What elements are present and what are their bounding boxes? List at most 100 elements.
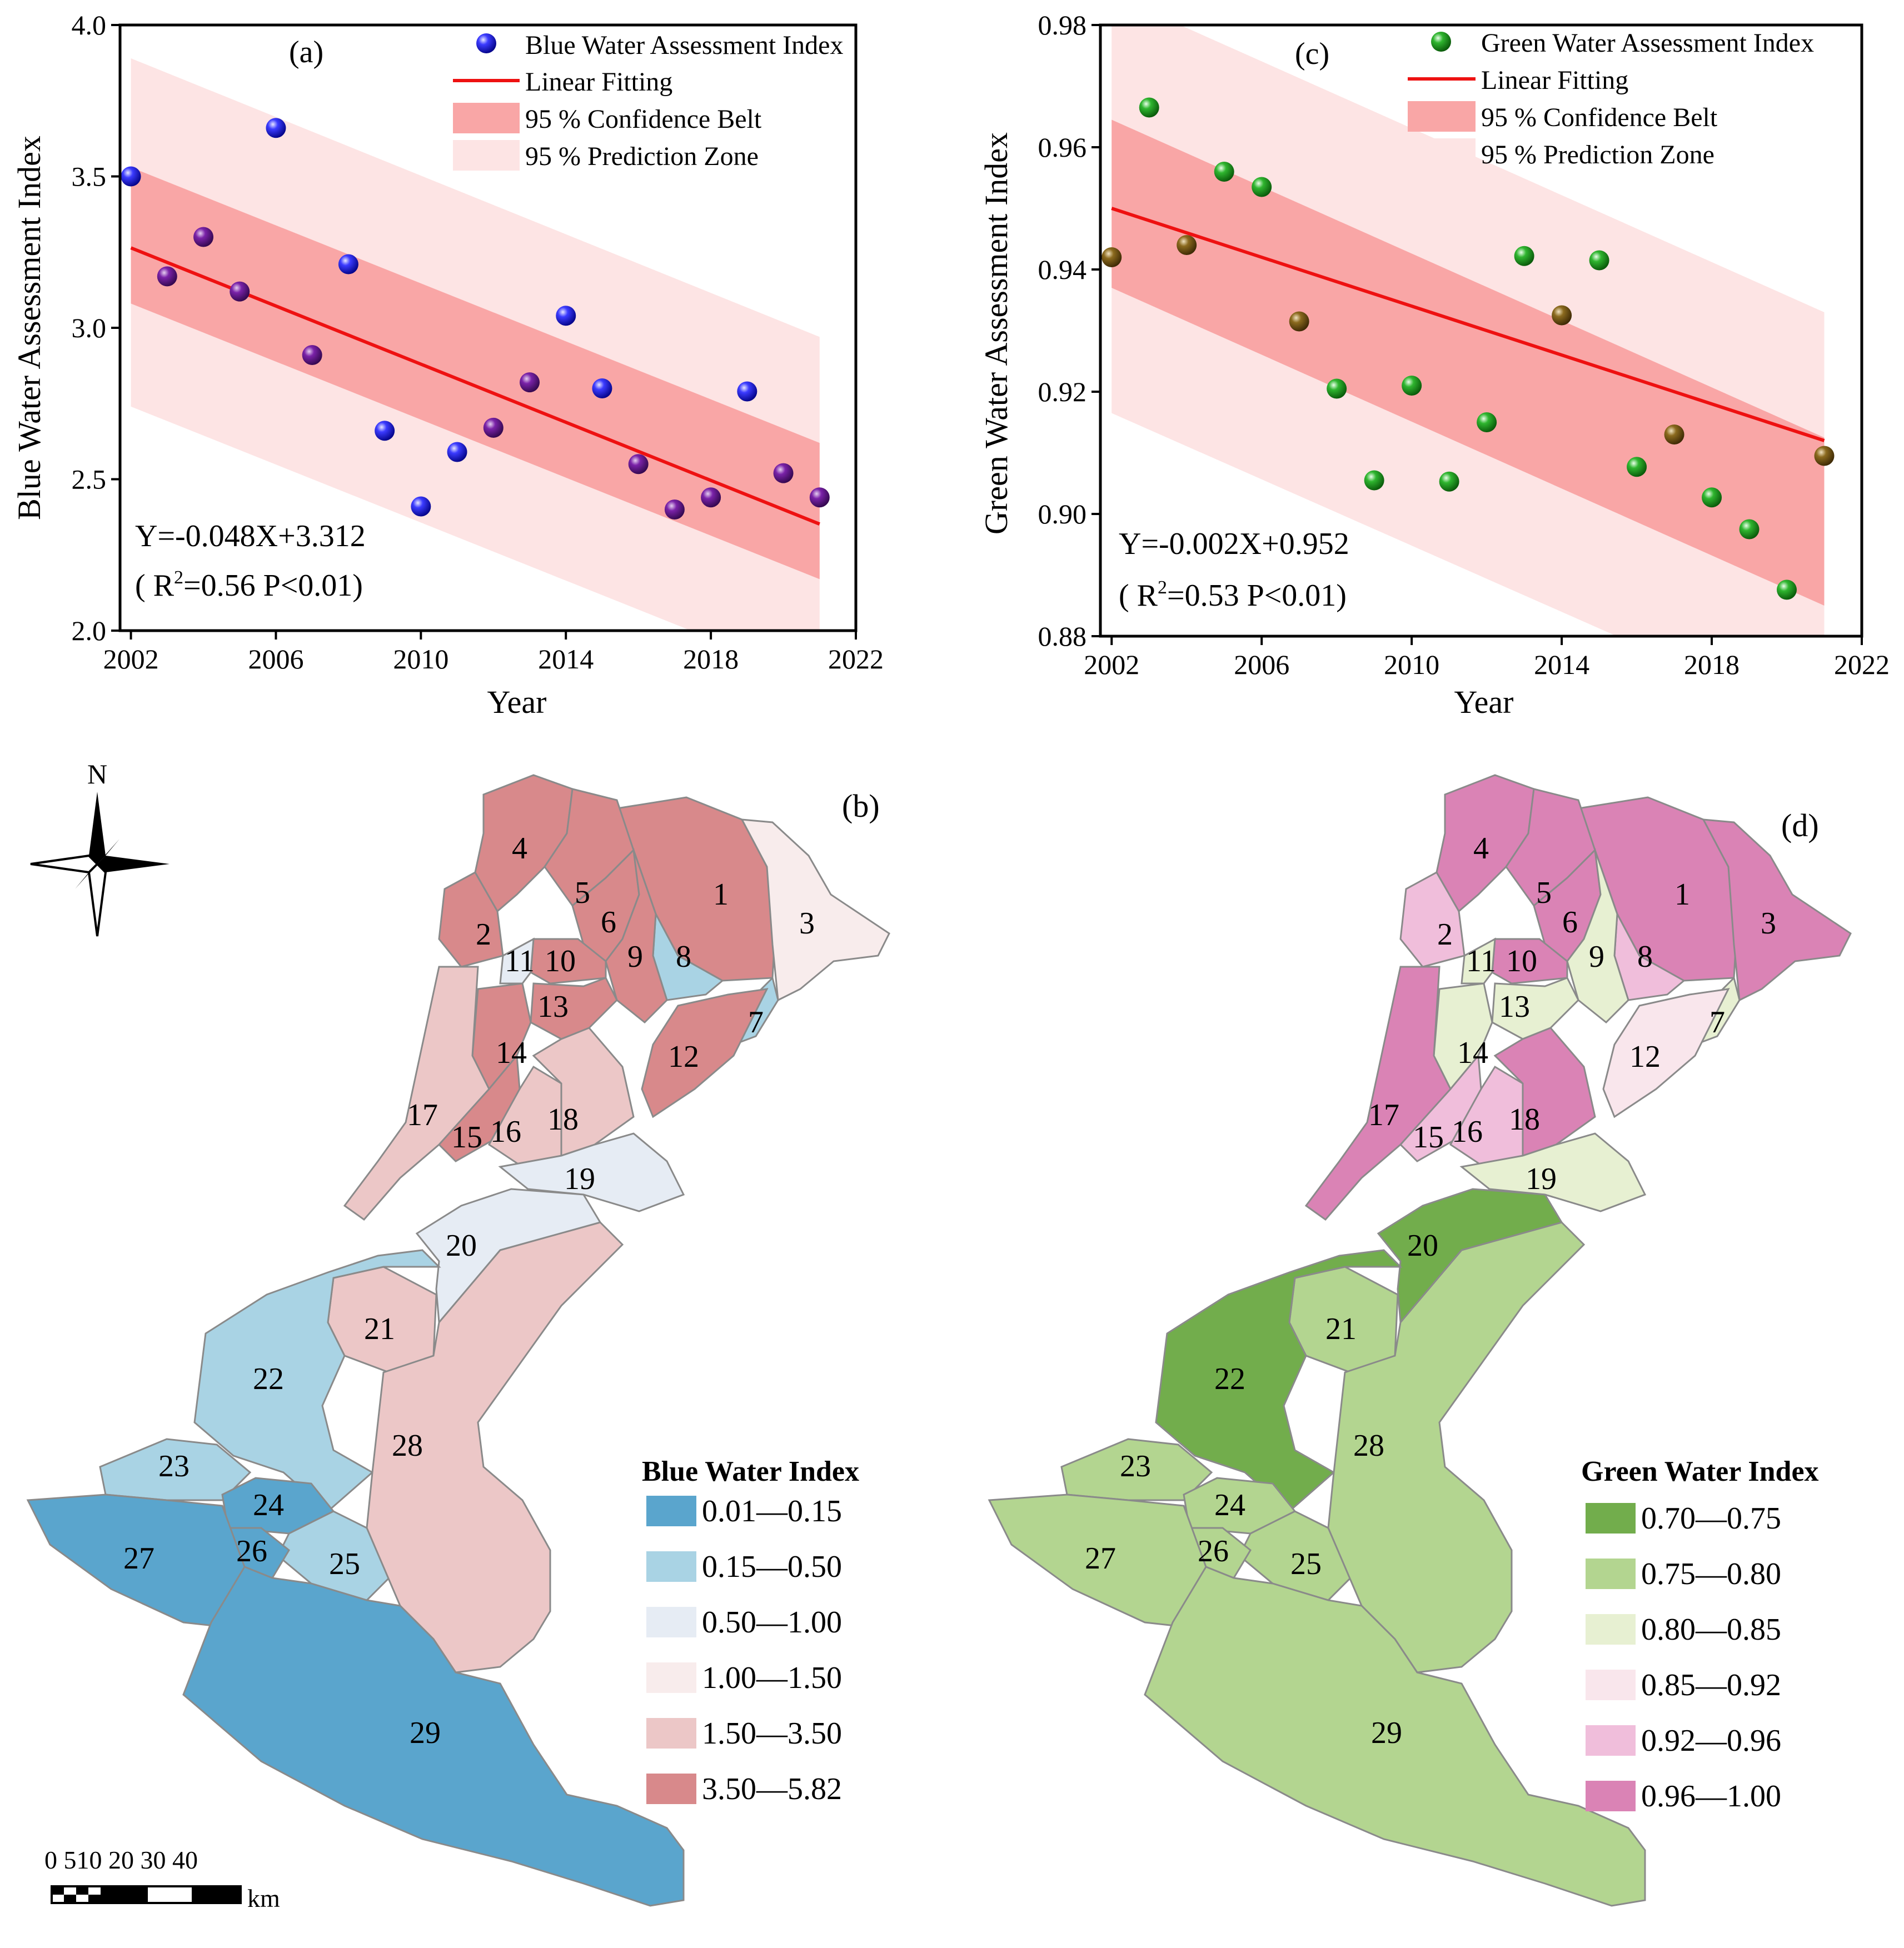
- data-point: [701, 487, 721, 508]
- legend-swatch: [646, 1718, 696, 1749]
- data-point: [266, 118, 286, 138]
- legend-a-conf-swatch: [453, 103, 520, 133]
- y-tick-label: 0.96: [1038, 132, 1087, 163]
- legend-c-item-3: 95 % Confidence Belt: [1481, 103, 1718, 132]
- region-label-12: 12: [668, 1040, 699, 1074]
- legend-c-pred-swatch: [1408, 138, 1476, 169]
- data-point: [1477, 412, 1497, 432]
- legend-swatch: [1586, 1614, 1636, 1645]
- region-label-13: 13: [1499, 990, 1530, 1024]
- y-tick-label: 2.0: [72, 615, 107, 646]
- map-region-11: [1461, 937, 1496, 985]
- x-tick-label: 2018: [1684, 649, 1739, 680]
- data-point: [664, 500, 685, 520]
- x-tick-label: 2002: [103, 643, 159, 675]
- region-label-10: 10: [1506, 944, 1537, 978]
- region-label-8: 8: [1637, 940, 1653, 974]
- legend-c-item-4: 95 % Prediction Zone: [1481, 140, 1714, 169]
- region-label-24: 24: [253, 1488, 284, 1522]
- data-point: [1364, 470, 1384, 491]
- equation-c: Y=-0.002X+0.952: [1119, 527, 1349, 561]
- map-region-17: [343, 966, 490, 1221]
- green-water-points: [1101, 97, 1835, 600]
- map-b-legend: Blue Water Index 0.01—0.15 0.15—0.50 0.50—…: [642, 1456, 859, 1806]
- region-label-28: 28: [1353, 1428, 1384, 1463]
- y-tick-label: 0.94: [1038, 254, 1087, 285]
- data-point: [1514, 246, 1534, 266]
- legend-c-marker: [1431, 32, 1451, 52]
- x-tick-label: 2010: [393, 643, 448, 675]
- panel-label-b: (b): [842, 788, 880, 824]
- y-tick-label: 0.90: [1038, 498, 1087, 530]
- region-label-18: 18: [547, 1102, 579, 1137]
- map-region-3: [1702, 818, 1852, 1002]
- region-label-9: 9: [627, 940, 643, 974]
- data-point: [1777, 580, 1797, 600]
- data-point: [157, 266, 177, 287]
- legend-a-marker: [476, 33, 496, 53]
- x-axis-label-a: Year: [487, 684, 547, 720]
- legend-class-label: 0.85—0.92: [1641, 1668, 1781, 1702]
- legend-swatch: [1586, 1781, 1636, 1811]
- legend-swatch: [1586, 1670, 1636, 1700]
- map-region-18: [532, 1027, 635, 1157]
- equation-a: Y=-0.048X+3.312: [135, 519, 366, 553]
- map-region-12: [641, 988, 769, 1118]
- region-label-17: 17: [1368, 1098, 1399, 1132]
- data-point: [1402, 376, 1422, 396]
- y-tick-label: 2.5: [72, 464, 107, 495]
- legend-swatch: [646, 1662, 696, 1693]
- stats-a: ( R2=0.56 P<0.01): [135, 567, 363, 603]
- region-label-22: 22: [253, 1362, 284, 1396]
- data-point: [1101, 247, 1122, 267]
- y-tick-label: 0.98: [1038, 9, 1087, 41]
- region-label-26: 26: [1198, 1534, 1229, 1569]
- scale-bar: 0 510 20 30 40 km: [44, 1846, 280, 1912]
- data-point: [230, 281, 250, 302]
- map-region-22: [193, 1249, 441, 1512]
- legend-c: Green Water Assessment Index Linear Fitt…: [1408, 28, 1814, 169]
- legend-swatch: [1586, 1725, 1636, 1756]
- panel-label-d: (d): [1781, 807, 1819, 843]
- y-tick-label: 0.88: [1038, 621, 1087, 652]
- legend-class-label: 3.50—5.82: [702, 1772, 842, 1806]
- region-label-27: 27: [123, 1541, 154, 1576]
- map-region-11: [499, 937, 535, 985]
- confidence-belt-band: [131, 167, 820, 580]
- legend-class-label: 0.50—1.00: [702, 1605, 842, 1640]
- region-label-4: 4: [512, 831, 527, 866]
- data-point: [737, 381, 757, 402]
- axes-a: 2002 2006 2010 2014 2018 2022 2.0 2.5 3.0 3.5 4.0: [72, 9, 884, 675]
- scale-bar-unit: km: [247, 1884, 280, 1912]
- data-point: [1327, 378, 1347, 399]
- region-label-3: 3: [1761, 906, 1776, 941]
- data-point: [1139, 97, 1159, 118]
- legend-c-conf-swatch: [1408, 101, 1476, 132]
- region-label-1: 1: [713, 877, 729, 912]
- region-label-6: 6: [1562, 905, 1578, 940]
- data-point: [1439, 471, 1459, 492]
- x-tick-label: 2006: [248, 643, 303, 675]
- x-tick-label: 2014: [1534, 649, 1589, 680]
- data-point: [1627, 457, 1647, 477]
- data-point: [1739, 519, 1760, 540]
- region-label-8: 8: [676, 940, 691, 974]
- data-point: [447, 442, 467, 462]
- data-point: [121, 166, 141, 187]
- data-point: [1289, 311, 1309, 332]
- north-label: N: [87, 758, 107, 790]
- data-point: [483, 417, 504, 438]
- region-label-25: 25: [1290, 1547, 1322, 1581]
- legend-class-label: 1.00—1.50: [702, 1661, 842, 1695]
- region-label-14: 14: [1457, 1036, 1488, 1070]
- region-label-14: 14: [496, 1036, 527, 1070]
- legend-swatch: [1586, 1503, 1636, 1534]
- region-label-1: 1: [1674, 877, 1690, 912]
- y-tick-label: 4.0: [72, 9, 107, 41]
- region-label-15: 15: [1413, 1120, 1444, 1155]
- region-label-19: 19: [1526, 1162, 1557, 1196]
